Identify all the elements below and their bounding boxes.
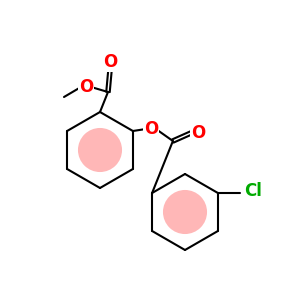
Text: Cl: Cl	[244, 182, 262, 200]
Circle shape	[78, 128, 122, 172]
Text: O: O	[79, 78, 93, 96]
Text: O: O	[103, 53, 117, 71]
Text: O: O	[191, 124, 205, 142]
Text: O: O	[144, 120, 158, 138]
Circle shape	[163, 190, 207, 234]
